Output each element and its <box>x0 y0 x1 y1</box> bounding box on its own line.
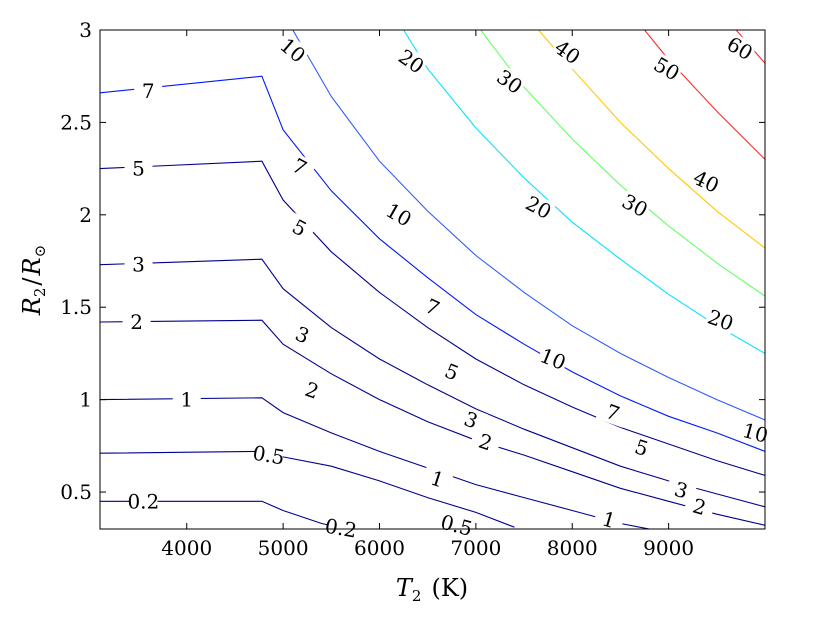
contour-label-bg <box>624 432 659 463</box>
contour-label-bg <box>440 511 473 540</box>
contour-label-bg <box>281 211 318 245</box>
x-tick-label: 4000 <box>161 536 212 560</box>
contour-label-bg <box>434 356 469 388</box>
contour-label-bg <box>415 291 450 324</box>
contour-label-0p2: 0.2 <box>323 513 358 542</box>
y-tick-label: 2.5 <box>60 110 92 134</box>
contour-label-0p2: 0.2 <box>127 489 159 513</box>
contour-label-2: 2 <box>130 310 143 334</box>
contour-label-3: 3 <box>132 253 145 277</box>
y-tick-label: 1 <box>79 388 92 412</box>
x-axis-label: T2 (K) <box>396 574 468 605</box>
contour-label-bg <box>491 64 528 99</box>
contour-label-bg <box>134 79 163 102</box>
contour-label-5: 5 <box>132 157 145 181</box>
contour-label-bg <box>124 253 153 276</box>
contour-label-bg <box>295 375 329 406</box>
contour-label-bg <box>688 165 724 198</box>
contour-line-50 <box>644 29 766 160</box>
x-tick-label: 7000 <box>450 536 501 560</box>
contour-label-bg <box>738 418 772 448</box>
contour-line-3 <box>99 258 766 508</box>
y-axis-label: R2/R⊙ <box>18 245 49 316</box>
plot-area <box>100 30 765 529</box>
contour-label-bg <box>664 475 698 505</box>
contour-label-1: 1 <box>599 506 618 533</box>
contour-label-bg <box>285 319 320 351</box>
axis-ticks: 4000 5000 6000 7000 8000 9000 0.5 1 1.5 2 2.5 3 <box>60 18 765 560</box>
contour-label-bg <box>468 427 503 457</box>
contour-label-7: 7 <box>142 79 155 103</box>
contour-label-bg <box>129 490 158 513</box>
contour-label-3: 3 <box>672 477 691 504</box>
contour-label-bg <box>274 32 311 68</box>
y-tick-label: 0.5 <box>60 480 92 504</box>
plot-frame <box>99 29 766 530</box>
contour-line-10 <box>292 29 766 421</box>
contour-label-bg <box>703 305 738 336</box>
y-tick-label: 1.5 <box>60 295 92 319</box>
contour-label-bg <box>617 189 653 222</box>
contour-label-bg <box>393 44 430 79</box>
contour-label-bg <box>325 514 357 542</box>
contour-label-2: 2 <box>690 494 709 521</box>
contour-label-0p5: 0.5 <box>251 440 286 469</box>
contour-label-bg <box>649 52 685 86</box>
contour-label-bg <box>595 397 630 428</box>
contour-label-bg <box>381 198 417 232</box>
contour-label-bg <box>420 464 455 494</box>
contour-line-20 <box>403 29 766 354</box>
contour-label-bg <box>520 191 557 224</box>
contour-label-bg <box>281 150 318 184</box>
contour-labels: 0.20.20.50.51112222333355557777101010102… <box>122 31 772 543</box>
x-tick-label: 9000 <box>643 536 694 560</box>
contour-label-bg <box>722 31 758 66</box>
contour-label-bg <box>124 157 153 180</box>
x-tick-label: 6000 <box>354 536 405 560</box>
contour-label-bg <box>122 311 151 334</box>
contour-label-bg <box>172 388 201 411</box>
contour-line-30 <box>480 29 766 297</box>
contour-label-bg <box>252 441 285 469</box>
x-tick-label: 8000 <box>547 536 598 560</box>
x-tick-label: 5000 <box>258 536 309 560</box>
y-tick-label: 3 <box>79 18 92 42</box>
contour-label-bg <box>454 404 488 436</box>
contour-line-5 <box>99 160 766 476</box>
contour-label-1: 1 <box>180 388 193 412</box>
y-tick-label: 2 <box>79 203 92 227</box>
contour-line-7 <box>99 75 766 452</box>
contour-label-bg <box>549 35 586 70</box>
contour-label-bg <box>535 343 571 375</box>
contour-label-bg <box>592 505 626 535</box>
